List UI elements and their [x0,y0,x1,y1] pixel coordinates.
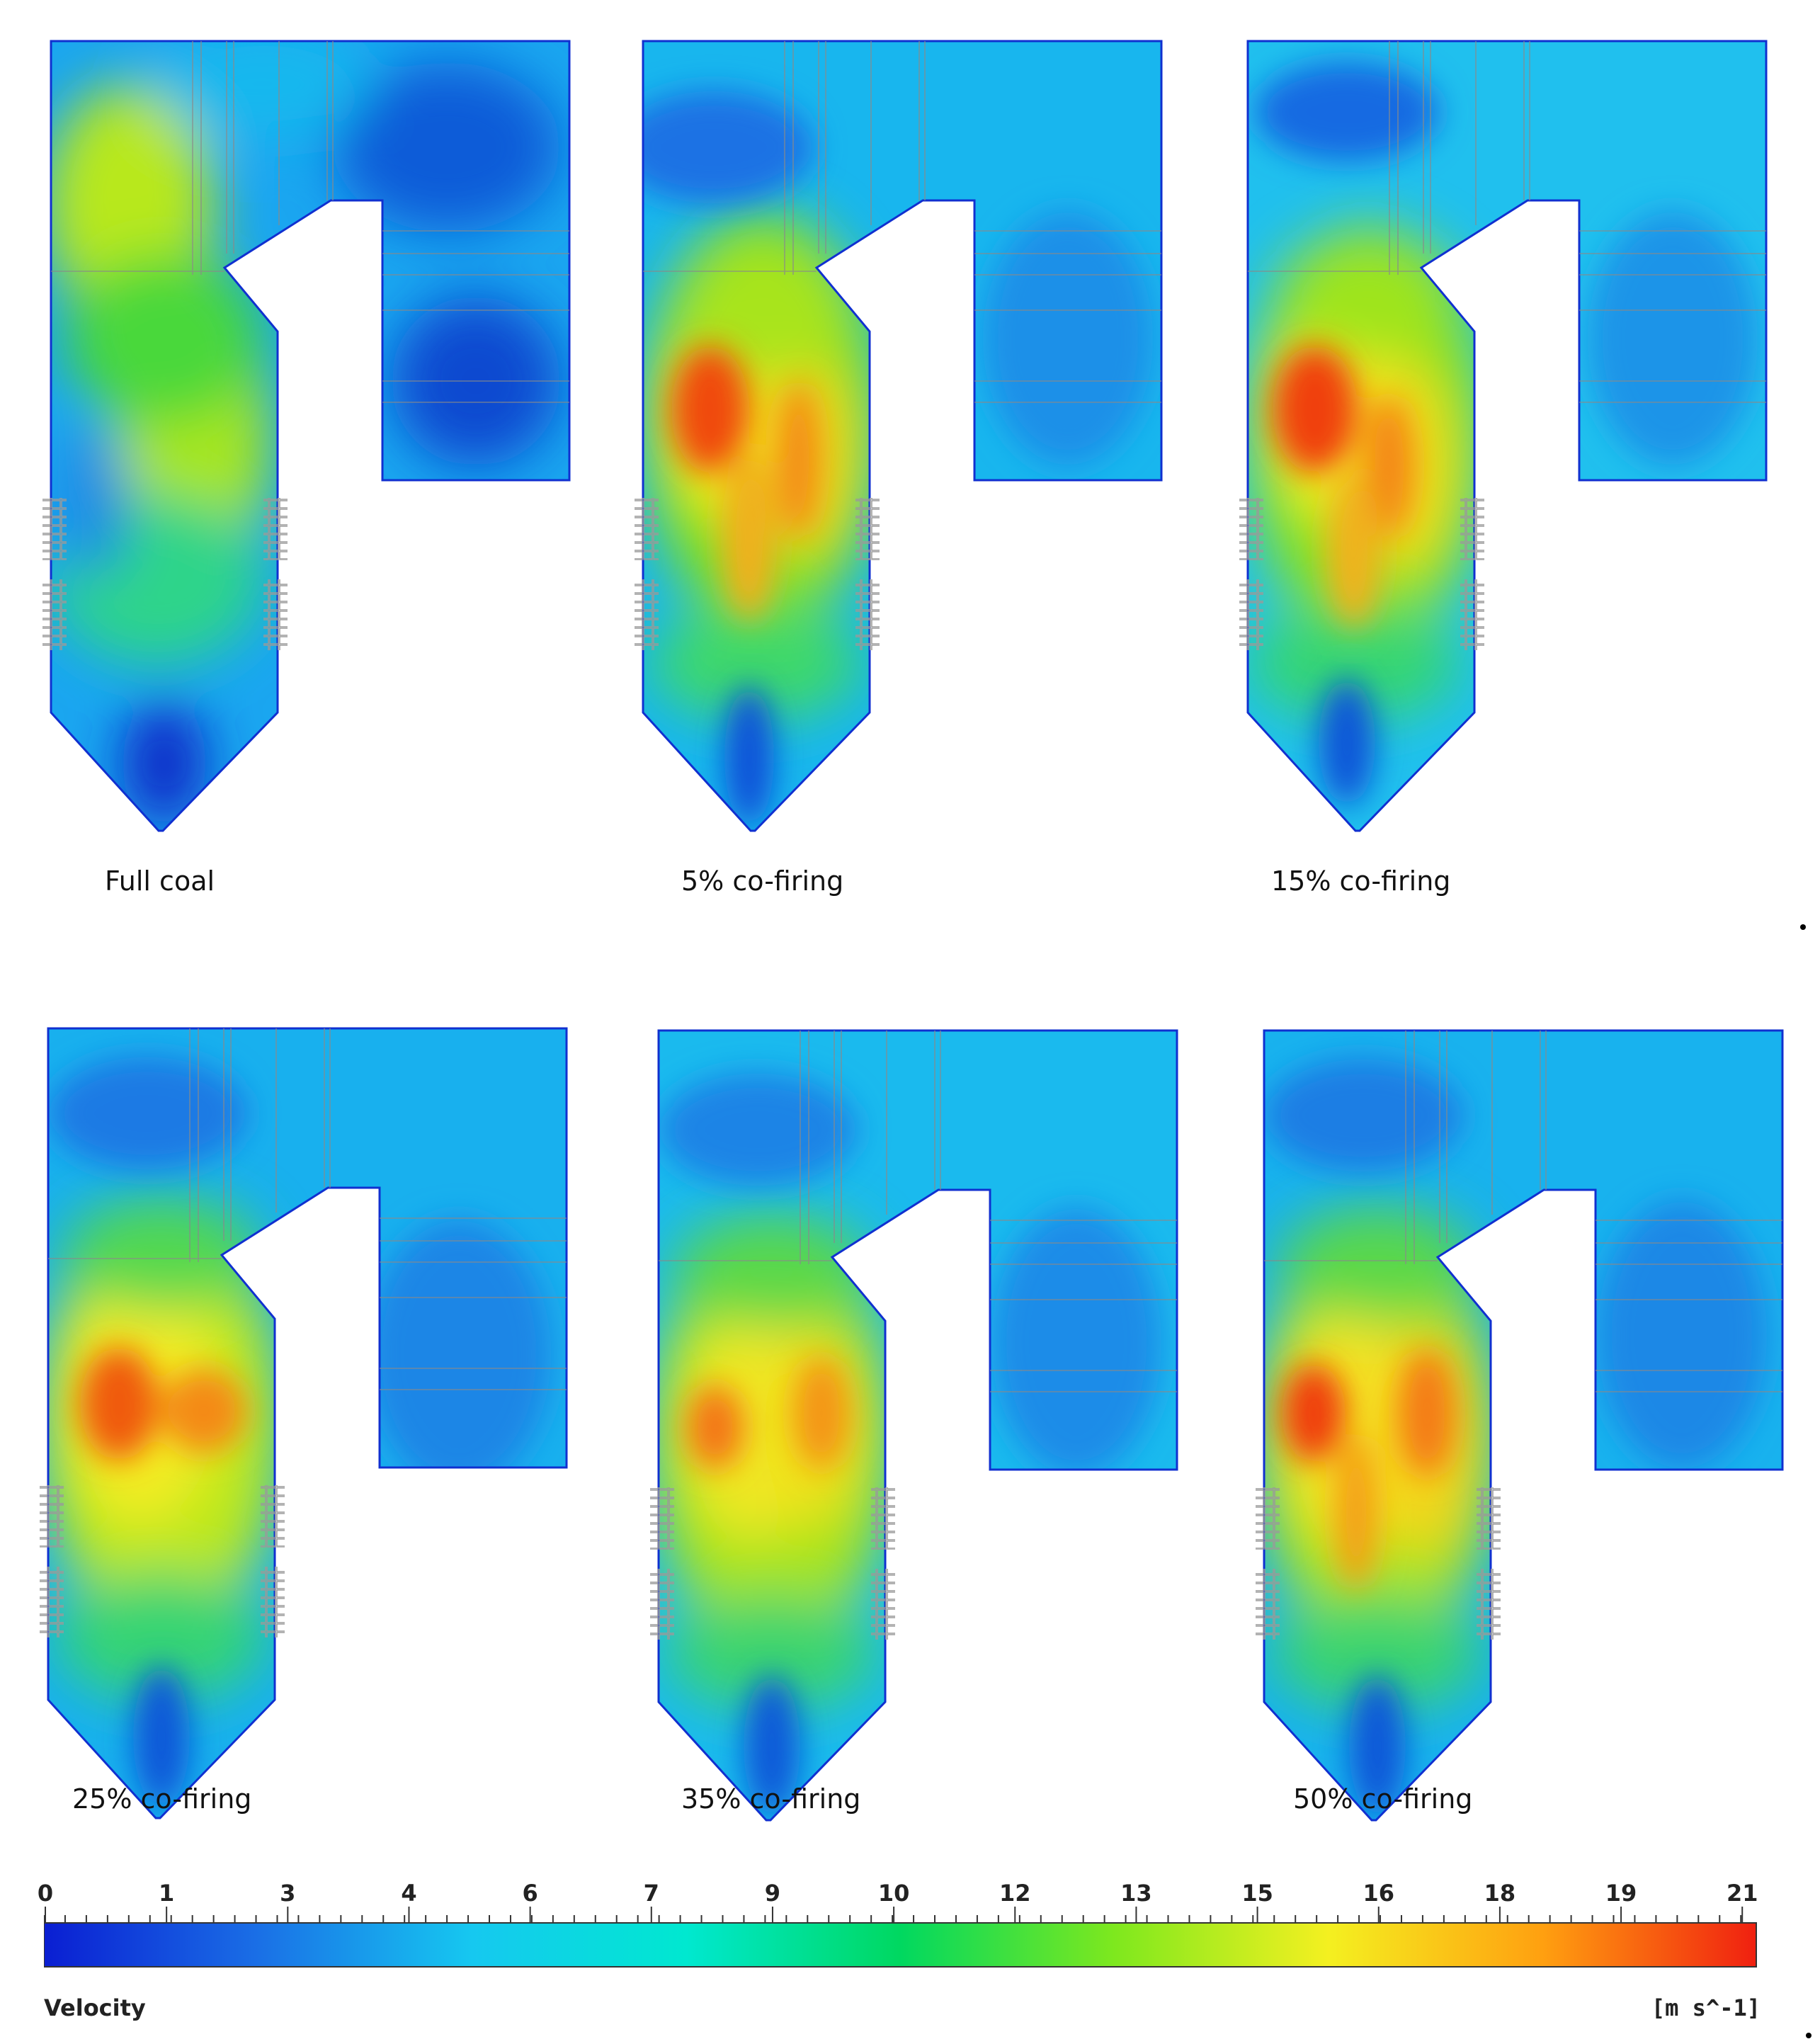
panel-label: 5% co-firing [681,865,843,897]
velocity-colorbar [44,1877,1765,1983]
velocity-contour-plot [51,41,575,834]
panel-label: 50% co-firing [1293,1783,1472,1815]
contour-panel-5-co-firing [643,41,1167,834]
velocity-contour-plot [48,1028,572,1822]
contour-panel-25-co-firing [48,1028,572,1822]
velocity-contour-plot [1248,41,1772,834]
panel-label: Full coal [105,865,215,897]
bullet-dot [1806,2033,1812,2038]
bullet-dot [1800,924,1806,930]
colorbar-gradient [44,1923,1756,1967]
panel-label: 15% co-firing [1271,865,1450,897]
velocity-contour-plot [1264,1030,1788,1824]
contour-panel-35-co-firing [659,1030,1183,1824]
legend-unit: [m s^-1] [1651,1994,1761,2021]
contour-panel-full-coal [51,41,575,834]
velocity-contour-plot [659,1030,1183,1824]
contour-panel-50-co-firing [1264,1030,1788,1824]
velocity-contour-plot [643,41,1167,834]
contour-panel-15-co-firing [1248,41,1772,834]
legend-title: Velocity [44,1994,146,2021]
panel-label: 25% co-firing [72,1783,251,1815]
panel-label: 35% co-firing [681,1783,860,1815]
